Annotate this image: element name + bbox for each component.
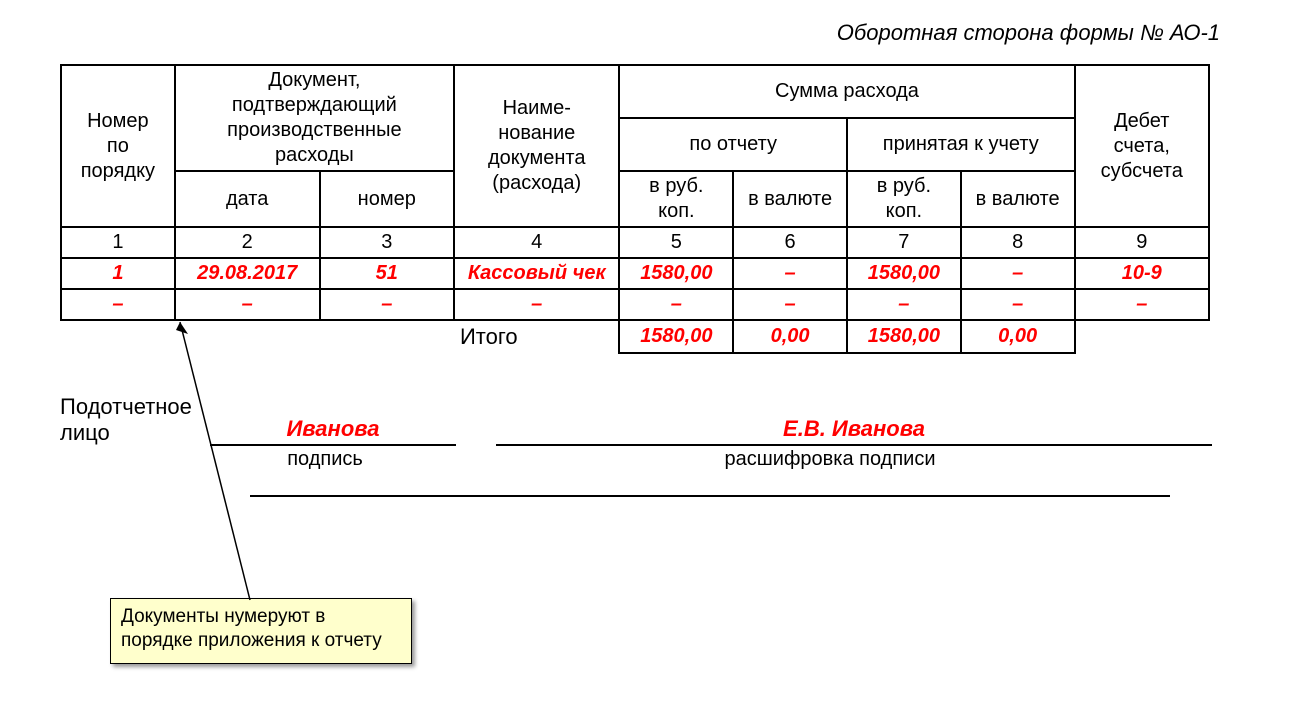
table-row: 1 29.08.2017 51 Кассовый чек 1580,00 – 1…: [61, 258, 1209, 289]
hdr-doc: Документ,подтверждающийпроизводственныер…: [175, 65, 454, 171]
cell-r9: 10-9: [1075, 258, 1209, 289]
colnum-row: 1 2 3 4 5 6 7 8 9: [61, 227, 1209, 258]
hdr-num: Номерпопорядку: [61, 65, 175, 227]
cell-num: 1: [61, 258, 175, 289]
cell-name: –: [454, 289, 619, 320]
cell-r7: –: [847, 289, 961, 320]
totals-r7: 1580,00: [847, 320, 961, 353]
colnum: 8: [961, 227, 1075, 258]
colnum: 1: [61, 227, 175, 258]
cell-r8: –: [961, 258, 1075, 289]
cell-docno: –: [320, 289, 454, 320]
cell-r5: 1580,00: [619, 258, 733, 289]
signature-caption: подпись: [210, 448, 440, 471]
cell-r6: –: [733, 289, 847, 320]
hdr-val1: в валюте: [733, 171, 847, 227]
cell-date: –: [175, 289, 320, 320]
signature-area: Подотчетное лицо Иванова Е.В. Иванова по…: [60, 394, 1250, 498]
extra-line: [250, 495, 1170, 497]
callout-note: Документы нумеруют в порядке приложения …: [110, 598, 412, 664]
colnum: 6: [733, 227, 847, 258]
hdr-sum-accept: принятая к учету: [847, 118, 1075, 171]
totals-label: Итого: [454, 320, 619, 353]
colnum: 5: [619, 227, 733, 258]
colnum: 7: [847, 227, 961, 258]
cell-r7: 1580,00: [847, 258, 961, 289]
totals-row: Итого 1580,00 0,00 1580,00 0,00: [61, 320, 1209, 353]
hdr-doc-no: номер: [320, 171, 454, 227]
totals-r8: 0,00: [961, 320, 1075, 353]
form-title: Оборотная сторона формы № АО-1: [60, 20, 1250, 46]
signature-decode-caption: расшифровка подписи: [480, 448, 1180, 471]
hdr-doc-date: дата: [175, 171, 320, 227]
cell-r9: –: [1075, 289, 1209, 320]
hdr-name: Наиме-нованиедокумента(расхода): [454, 65, 619, 227]
totals-r5: 1580,00: [619, 320, 733, 353]
hdr-debit: Дебетсчета,субсчета: [1075, 65, 1209, 227]
signature-label: Подотчетное лицо: [60, 394, 210, 447]
cell-num: –: [61, 289, 175, 320]
cell-docno: 51: [320, 258, 454, 289]
cell-r8: –: [961, 289, 1075, 320]
hdr-sum-report: по отчету: [619, 118, 847, 171]
colnum: 3: [320, 227, 454, 258]
hdr-val2: в валюте: [961, 171, 1075, 227]
hdr-rub2: в руб.коп.: [847, 171, 961, 227]
colnum: 4: [454, 227, 619, 258]
colnum: 2: [175, 227, 320, 258]
cell-date: 29.08.2017: [175, 258, 320, 289]
cell-r5: –: [619, 289, 733, 320]
signature-decode-value: Е.В. Иванова: [496, 416, 1212, 446]
colnum: 9: [1075, 227, 1209, 258]
totals-r6: 0,00: [733, 320, 847, 353]
table-row: – – – – – – – – –: [61, 289, 1209, 320]
signature-value: Иванова: [210, 416, 456, 446]
cell-name: Кассовый чек: [454, 258, 619, 289]
hdr-rub1: в руб.коп.: [619, 171, 733, 227]
expense-table: Номерпопорядку Документ,подтверждающийпр…: [60, 64, 1210, 354]
hdr-sum: Сумма расхода: [619, 65, 1074, 118]
cell-r6: –: [733, 258, 847, 289]
